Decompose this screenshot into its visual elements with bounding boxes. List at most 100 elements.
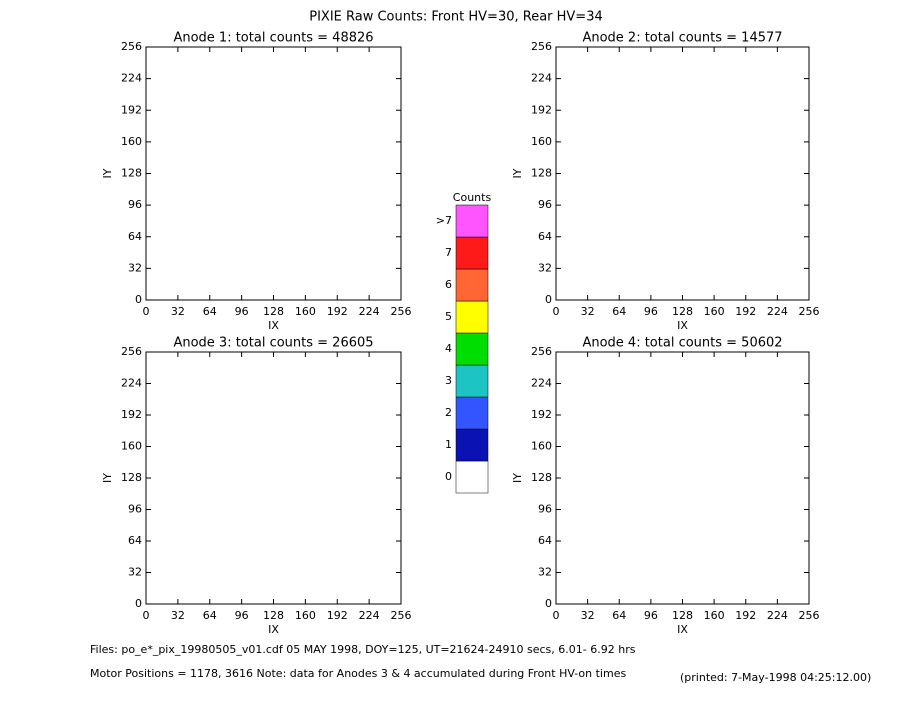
y-tick-label: 128	[531, 167, 552, 180]
y-tick-label: 0	[135, 597, 142, 610]
y-tick-label: 64	[538, 230, 552, 243]
x-tick-label: 160	[295, 609, 316, 622]
x-tick-label: 128	[263, 609, 284, 622]
colorbar-title: Counts	[453, 191, 492, 204]
colorbar-label: 3	[445, 374, 452, 387]
y-tick-label: 192	[531, 408, 552, 421]
footer-motor: Motor Positions = 1178, 3616 Note: data …	[90, 667, 626, 680]
y-tick-label: 160	[531, 135, 552, 148]
x-axis-label: IX	[268, 319, 279, 332]
x-tick-label: 256	[799, 305, 820, 318]
y-tick-label: 96	[538, 198, 552, 211]
y-tick-label: 160	[121, 135, 142, 148]
y-tick-label: 32	[538, 566, 552, 579]
x-tick-label: 32	[171, 609, 185, 622]
x-tick-label: 160	[704, 305, 725, 318]
x-tick-label: 256	[799, 609, 820, 622]
colorbar-label: 7	[445, 246, 452, 259]
colorbar-label: 2	[445, 406, 452, 419]
colorbar-label: 5	[445, 310, 452, 323]
colorbar-label: 6	[445, 278, 452, 291]
x-axis-label: IX	[268, 623, 279, 636]
page-title: PIXIE Raw Counts: Front HV=30, Rear HV=3…	[309, 10, 603, 25]
colorbar-block	[455, 428, 489, 462]
y-tick-label: 256	[121, 40, 142, 53]
x-tick-label: 128	[672, 305, 693, 318]
y-tick-label: 192	[121, 408, 142, 421]
x-tick-label: 0	[143, 305, 150, 318]
colorbar-block	[455, 300, 489, 334]
footer-files: Files: po_e*_pix_19980505_v01.cdf 05 MAY…	[90, 643, 636, 656]
y-tick-label: 192	[531, 103, 552, 116]
y-axis-label: IY	[101, 473, 114, 483]
y-tick-label: 96	[538, 503, 552, 516]
footer-printed: (printed: 7-May-1998 04:25:12.00)	[680, 671, 871, 684]
y-tick-label: 32	[128, 261, 142, 274]
y-tick-label: 0	[545, 597, 552, 610]
x-tick-label: 64	[612, 305, 626, 318]
panel-title: Anode 2: total counts = 14577	[582, 31, 782, 46]
y-tick-label: 160	[121, 440, 142, 453]
x-axis-label: IX	[677, 623, 688, 636]
x-tick-label: 64	[612, 609, 626, 622]
colorbar-block	[455, 364, 489, 398]
y-tick-label: 32	[538, 261, 552, 274]
y-tick-label: 64	[538, 534, 552, 547]
x-tick-label: 224	[359, 305, 380, 318]
panel-title: Anode 3: total counts = 26605	[173, 336, 373, 351]
colorbar-block	[455, 332, 489, 366]
colorbar-label: 0	[445, 470, 452, 483]
x-tick-label: 32	[581, 305, 595, 318]
x-tick-label: 96	[644, 305, 658, 318]
plot-frame	[145, 351, 402, 605]
x-tick-label: 0	[553, 305, 560, 318]
colorbar-block	[455, 204, 489, 238]
y-tick-label: 256	[531, 345, 552, 358]
y-tick-label: 64	[128, 230, 142, 243]
y-tick-label: 0	[135, 293, 142, 306]
x-tick-label: 128	[672, 609, 693, 622]
x-axis-label: IX	[677, 319, 688, 332]
y-tick-label: 32	[128, 566, 142, 579]
x-tick-label: 224	[767, 609, 788, 622]
colorbar-block	[455, 268, 489, 302]
y-tick-label: 64	[128, 534, 142, 547]
x-tick-label: 192	[327, 609, 348, 622]
x-tick-label: 64	[203, 305, 217, 318]
x-tick-label: 224	[359, 609, 380, 622]
y-tick-label: 224	[531, 72, 552, 85]
y-tick-label: 192	[121, 103, 142, 116]
colorbar-block	[455, 236, 489, 270]
x-tick-label: 224	[767, 305, 788, 318]
panel-title: Anode 4: total counts = 50602	[582, 336, 782, 351]
y-tick-label: 224	[121, 377, 142, 390]
x-tick-label: 32	[581, 609, 595, 622]
panel-title: Anode 1: total counts = 48826	[173, 31, 373, 46]
x-tick-label: 192	[735, 305, 756, 318]
x-tick-label: 256	[391, 305, 412, 318]
y-tick-label: 96	[128, 198, 142, 211]
x-tick-label: 64	[203, 609, 217, 622]
x-tick-label: 0	[553, 609, 560, 622]
plot-frame	[555, 351, 810, 605]
y-axis-label: IY	[511, 168, 524, 178]
x-tick-label: 160	[704, 609, 725, 622]
x-tick-label: 96	[235, 609, 249, 622]
colorbar-label: >7	[436, 214, 452, 227]
x-tick-label: 192	[327, 305, 348, 318]
x-tick-label: 160	[295, 305, 316, 318]
y-tick-label: 160	[531, 440, 552, 453]
y-tick-label: 256	[531, 40, 552, 53]
x-tick-label: 32	[171, 305, 185, 318]
x-tick-label: 256	[391, 609, 412, 622]
x-tick-label: 96	[235, 305, 249, 318]
colorbar-label: 1	[445, 438, 452, 451]
x-tick-label: 96	[644, 609, 658, 622]
y-axis-label: IY	[101, 168, 114, 178]
y-tick-label: 128	[531, 471, 552, 484]
x-tick-label: 0	[143, 609, 150, 622]
x-tick-label: 192	[735, 609, 756, 622]
y-tick-label: 256	[121, 345, 142, 358]
y-tick-label: 128	[121, 167, 142, 180]
colorbar-block	[455, 460, 489, 494]
